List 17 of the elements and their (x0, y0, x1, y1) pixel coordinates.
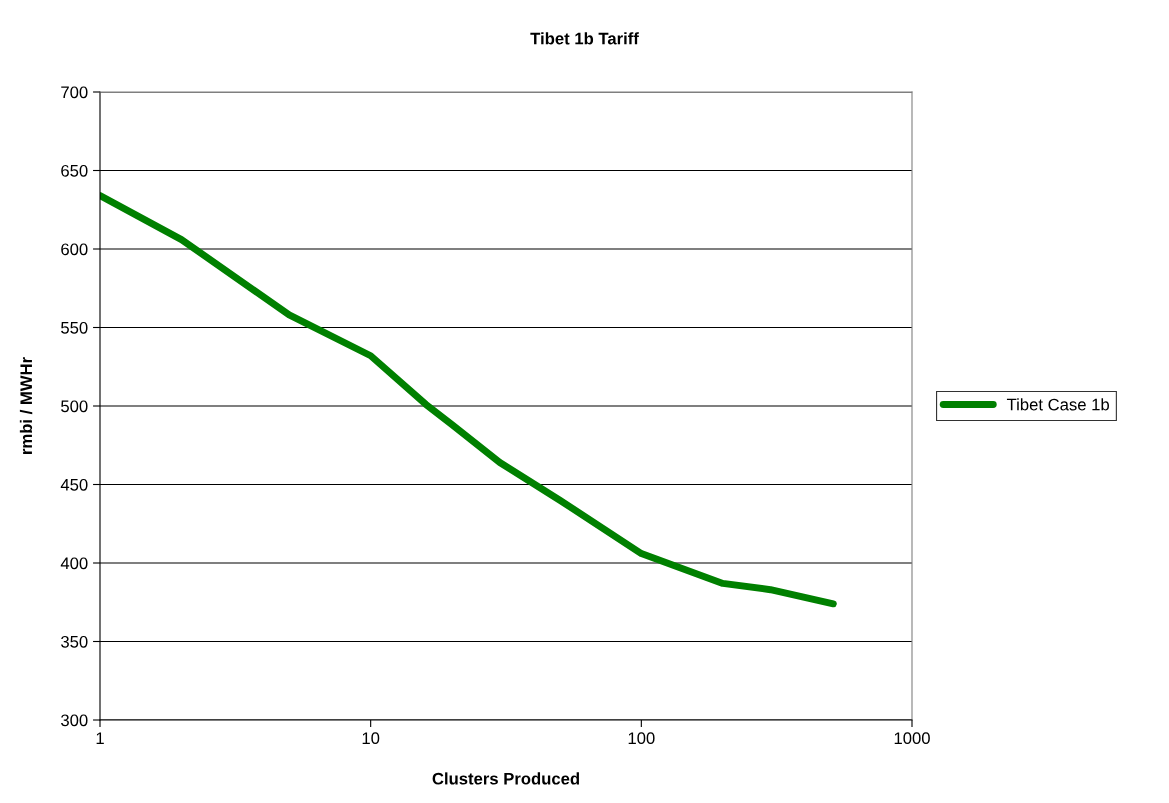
x-tick-label: 1 (96, 732, 104, 744)
y-tick-label: 300 (61, 714, 88, 727)
x-axis-title: Clusters Produced (432, 772, 579, 785)
y-axis-title: rmbi / MWHr (19, 357, 33, 454)
y-tick-label: 500 (61, 400, 88, 413)
x-tick-label: 100 (628, 732, 655, 745)
y-tick-label: 700 (61, 86, 88, 99)
y-tick-label: 400 (60, 557, 88, 570)
y-tick-label: 450 (60, 478, 88, 491)
chart-title: Tibet 1b Tariff (530, 32, 639, 45)
y-tick-label: 550 (61, 321, 88, 334)
y-tick-label: 350 (61, 635, 88, 648)
y-tick-label: 650 (61, 164, 88, 177)
x-tick-label: 1000 (894, 732, 930, 745)
y-tick-label: 600 (61, 243, 88, 256)
x-tick-label: 10 (362, 732, 380, 745)
legend-label: Tibet Case 1b (1006, 398, 1110, 411)
